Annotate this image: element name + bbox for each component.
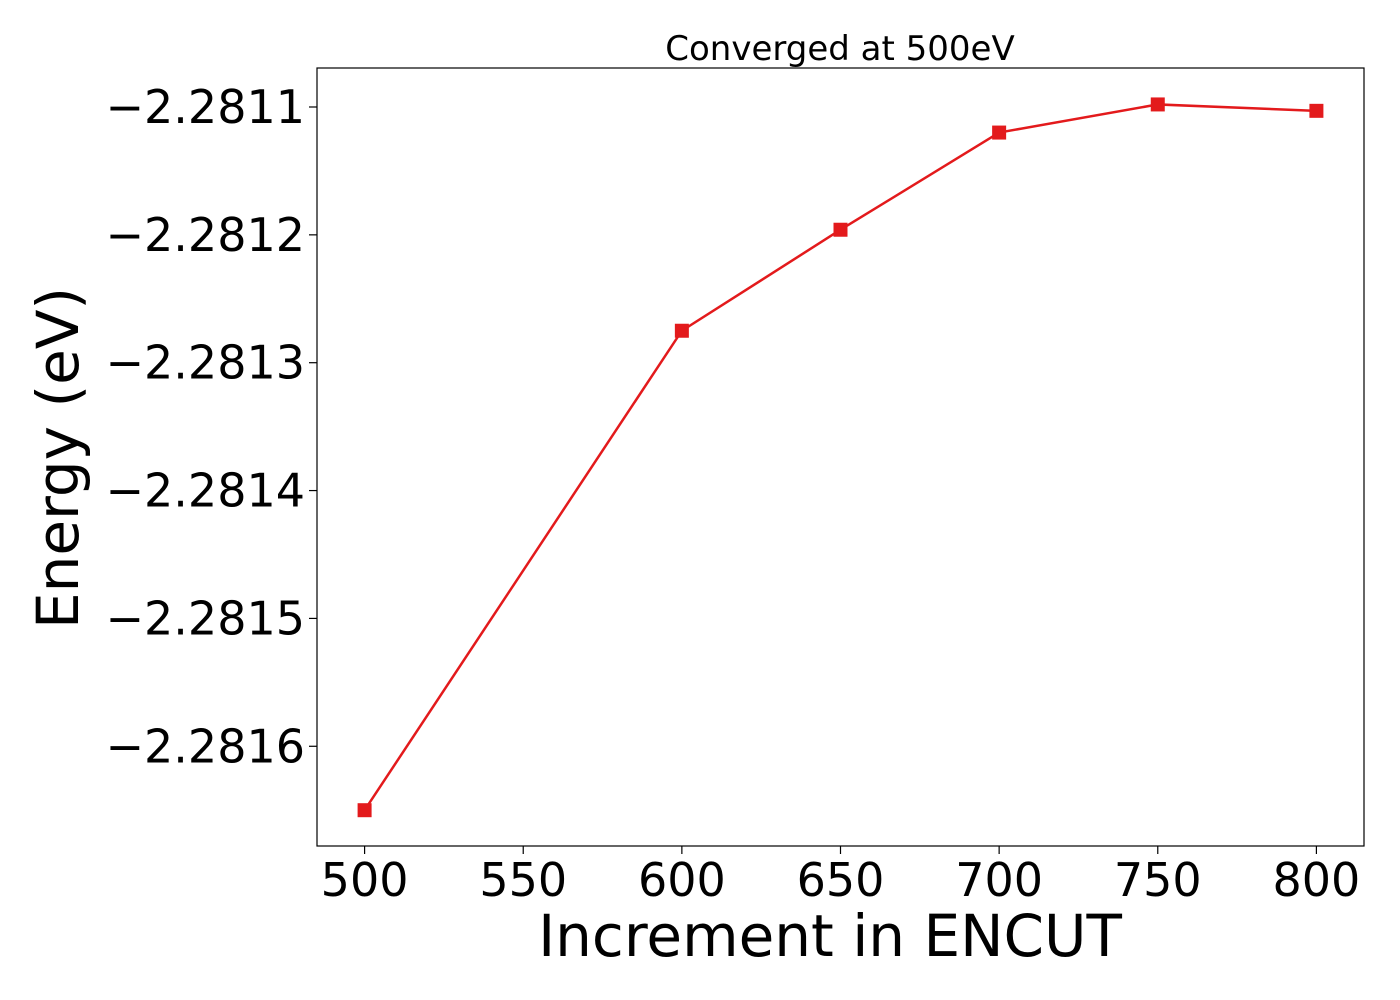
x-tick-label: 650	[797, 853, 885, 907]
chart-title: Converged at 500eV	[665, 29, 1014, 69]
y-axis-title: Energy (eV)	[24, 287, 92, 629]
x-tick-label: 600	[638, 853, 726, 907]
data-point-marker	[833, 222, 848, 237]
y-tick-label: −2.2816	[106, 719, 306, 773]
x-tick-label: 800	[1273, 853, 1361, 907]
x-tick-label: 700	[955, 853, 1043, 907]
data-point-marker	[1309, 103, 1324, 118]
y-tick-label: −2.2811	[106, 80, 306, 134]
plot-area-frame	[316, 67, 1365, 847]
y-axis: −2.2811 −2.2812 −2.2813 −2.2814 −2.2815 −2.28…	[106, 80, 317, 773]
y-tick-label: −2.2815	[106, 591, 306, 645]
x-tick-label: 550	[479, 853, 567, 907]
series-layer	[357, 97, 1324, 818]
data-point-marker	[674, 323, 689, 338]
data-point-marker	[357, 803, 372, 818]
x-axis: 500 550 600 650 700 750 800	[321, 846, 1361, 907]
data-point-marker	[1150, 97, 1165, 112]
x-tick-label: 750	[1114, 853, 1202, 907]
y-tick-label: −2.2814	[106, 464, 306, 518]
x-axis-title: Increment in ENCUT	[538, 902, 1122, 970]
series-line	[363, 103, 1317, 811]
y-tick-label: −2.2813	[106, 336, 306, 390]
x-tick-label: 500	[321, 853, 409, 907]
y-tick-label: −2.2812	[106, 208, 306, 262]
data-point-marker	[992, 125, 1007, 140]
